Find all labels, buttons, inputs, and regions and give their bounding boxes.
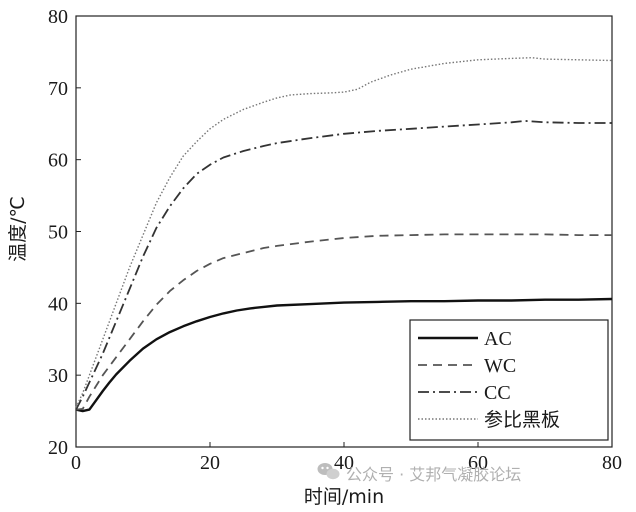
y-tick-label: 60 xyxy=(48,150,68,172)
y-tick-label: 50 xyxy=(48,222,68,244)
legend-label-0: AC xyxy=(484,328,512,350)
legend-label-3: 参比黑板 xyxy=(484,409,560,431)
x-tick-label: 20 xyxy=(200,452,220,474)
series-line-0 xyxy=(75,297,613,413)
x-tick-label: 40 xyxy=(334,452,354,474)
y-tick-label: 30 xyxy=(48,365,68,387)
watermark-text: 公众号 · 艾邦气凝胶论坛 xyxy=(346,465,521,484)
legend-label-2: CC xyxy=(484,382,511,404)
wechat-icon xyxy=(317,463,340,480)
axes xyxy=(75,15,613,448)
y-tick-label: 80 xyxy=(48,6,68,28)
watermark: 公众号 · 艾邦气凝胶论坛 xyxy=(317,463,521,484)
series-line-1 xyxy=(75,233,612,411)
x-axis-title: 时间/min xyxy=(304,486,384,508)
y-tick-label: 40 xyxy=(48,293,68,315)
legend: AC WC CC 参比黑板 xyxy=(409,319,609,441)
legend-label-1: WC xyxy=(484,355,516,377)
y-tick-label: 20 xyxy=(48,437,68,459)
x-tick-label: 0 xyxy=(71,452,81,474)
series-line-2 xyxy=(75,120,612,411)
y-axis-title: 温度/℃ xyxy=(7,196,29,262)
x-tick-label: 60 xyxy=(468,452,488,474)
series-line-3 xyxy=(75,57,613,408)
legend-box xyxy=(409,319,609,441)
series-layer xyxy=(75,57,613,413)
y-tick-label: 70 xyxy=(48,78,68,100)
x-tick-label: 80 xyxy=(602,452,622,474)
